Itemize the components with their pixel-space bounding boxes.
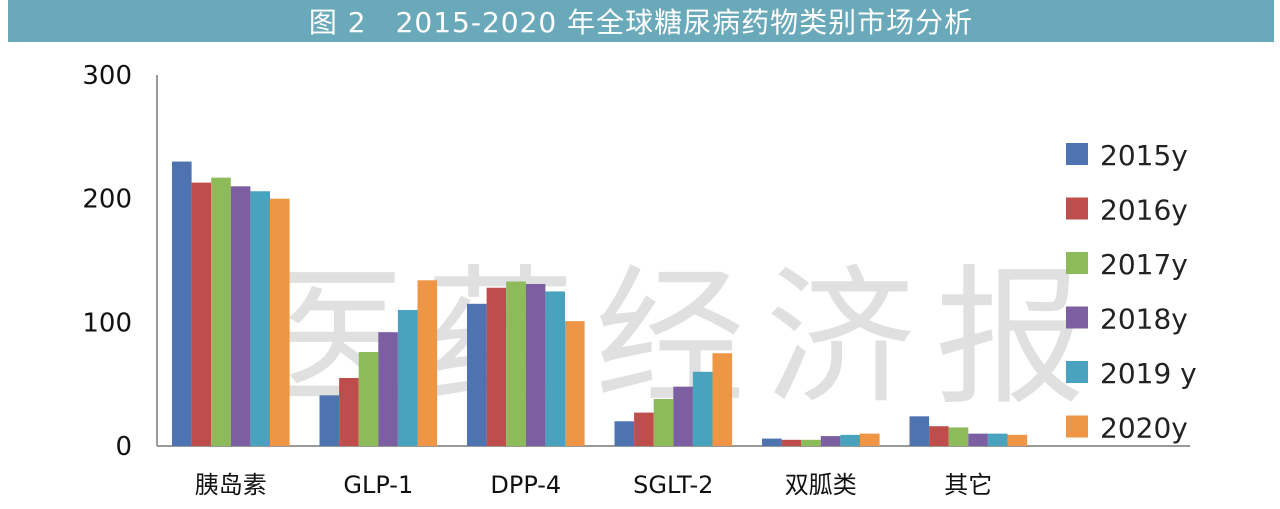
bar (506, 281, 526, 446)
y-tick-label: 0 (115, 432, 132, 462)
title-bar: 图 2 2015-2020 年全球糖尿病药物类别市场分析 (8, 0, 1274, 42)
x-tick-label: DPP-4 (490, 471, 561, 499)
bar (211, 177, 231, 447)
x-tick-label: SGLT-2 (633, 471, 713, 499)
y-tick-label: 200 (82, 185, 132, 215)
bar (191, 182, 212, 446)
x-tick-label: 胰岛素 (195, 471, 267, 499)
legend-label: 2019 y (1100, 357, 1197, 390)
legend-label: 2015y (1100, 139, 1188, 172)
bar (820, 436, 841, 446)
bar (358, 352, 379, 446)
bar (948, 427, 969, 446)
bar (909, 416, 930, 446)
bar (319, 395, 340, 446)
legend-label: 2020y (1100, 412, 1188, 445)
bar (230, 186, 251, 447)
bar (339, 377, 359, 446)
bar (692, 371, 713, 446)
bar (270, 198, 290, 446)
bar (653, 399, 674, 446)
bar (378, 332, 398, 446)
x-tick-label: GLP-1 (343, 471, 413, 499)
legend-swatch (1066, 415, 1088, 438)
bar (614, 421, 635, 446)
bar (968, 433, 988, 446)
bar (417, 280, 438, 446)
legend-swatch (1066, 306, 1088, 329)
bar (840, 434, 860, 446)
x-tick-labels: 胰岛素 GLP-1 DPP-4 SGLT-2 双胍类 其它 (195, 471, 992, 499)
bar (565, 321, 585, 446)
legend-swatch (1066, 143, 1088, 165)
bar (712, 353, 733, 446)
bar (525, 283, 546, 446)
y-tick-label: 300 (82, 61, 132, 91)
bar (634, 412, 654, 446)
bar (929, 426, 949, 446)
bar (467, 303, 487, 446)
chart-title: 图 2 2015-2020 年全球糖尿病药物类别市场分析 (308, 6, 974, 39)
legend-swatch (1066, 252, 1088, 274)
legend-swatch (1066, 361, 1088, 383)
legend-label: 2017y (1100, 248, 1188, 281)
legend: 2015y 2016y 2017y 2018y 2019 y 2020y (1066, 139, 1197, 445)
bars-group (172, 161, 1028, 447)
bar (801, 439, 821, 446)
x-tick-label: 其它 (944, 471, 992, 499)
bar (762, 438, 782, 446)
y-tick-labels: 0 100 200 300 (82, 61, 132, 462)
bar (250, 191, 270, 446)
y-tick-label: 100 (82, 308, 132, 338)
bar (172, 161, 192, 447)
bar (1007, 434, 1028, 446)
legend-label: 2018y (1100, 303, 1188, 336)
legend-label: 2016y (1100, 194, 1188, 227)
bar (673, 386, 693, 446)
x-tick-label: 双胍类 (785, 471, 857, 499)
bar (486, 287, 507, 446)
bar (397, 309, 418, 446)
bar (781, 439, 802, 446)
bar (860, 433, 880, 446)
bar (545, 291, 565, 446)
bar (987, 433, 1008, 446)
legend-swatch (1066, 197, 1088, 220)
